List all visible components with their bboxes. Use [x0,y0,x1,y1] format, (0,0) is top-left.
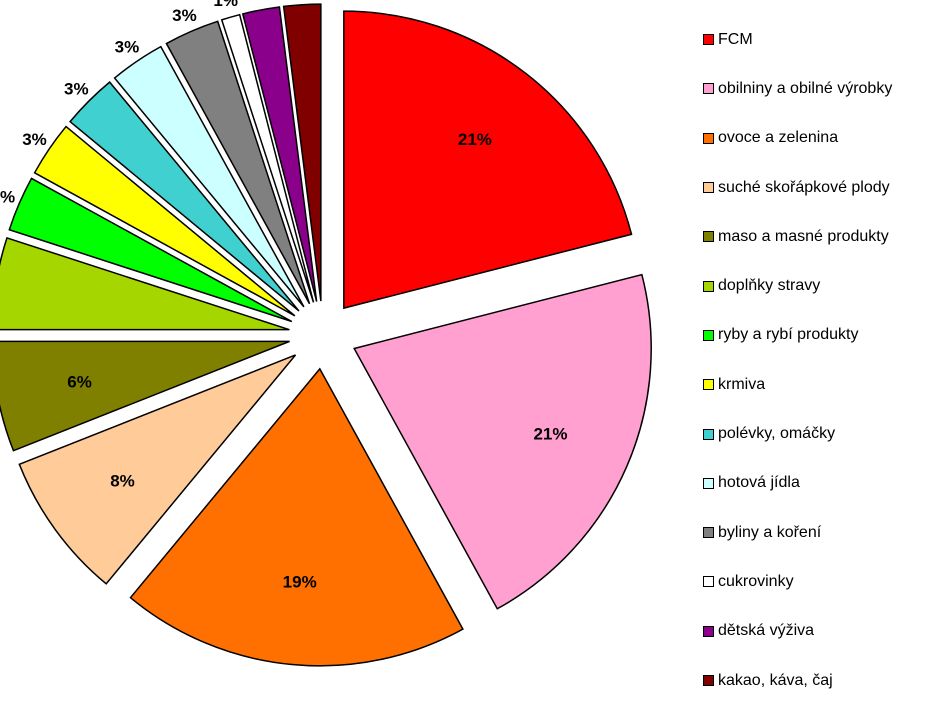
legend-swatch [703,329,714,341]
legend-item: suché skořápkové plody [703,163,892,212]
data-label: 3% [0,187,15,206]
legend-swatch [703,83,714,95]
pie-slice [33,125,296,317]
pie-slice [165,20,311,305]
legend-swatch [703,379,714,391]
pie-slice [241,6,318,302]
pie-slice [343,10,633,310]
legend-swatch [703,477,714,489]
legend-label: doplňky stravy [718,277,821,295]
pie-slice [353,273,652,610]
legend-swatch [703,132,714,144]
legend-swatch [703,182,714,194]
legend-swatch [703,675,714,686]
data-label: 3% [22,130,47,149]
legend-item: polévky, omáčky [703,409,892,458]
pie-slice [18,354,297,585]
pie-chart: 21%21%19%8%6%5%3%3%3%3%3%1%2%2% [0,0,652,667]
data-label: 2% [245,0,270,2]
legend-label: byliny a koření [718,523,822,541]
legend-swatch [703,625,714,637]
pie-slice [129,367,464,667]
data-label: 3% [172,6,197,25]
legend-item: maso a masné produkty [703,212,892,261]
pie-slice [69,81,300,312]
legend-item: ovoce a zelenina [703,114,892,163]
data-label: 19% [283,573,317,592]
legend-label: obilniny a obilné výrobky [718,79,893,97]
legend-item: obilniny a obilné výrobky [703,64,892,113]
legend-label: kakao, káva, čaj [718,671,833,689]
pie-slice [8,177,293,323]
data-label: 21% [458,130,492,149]
pie-slice [113,45,305,308]
legend-label: dětská výživa [718,622,815,640]
chart-legend: FCM obilniny a obilné výrobky ovoce a zele… [703,15,892,705]
pie-slice [282,3,322,302]
data-label: 8% [110,472,135,491]
legend-label: krmiva [718,375,766,393]
legend-swatch [703,34,714,46]
data-label: 21% [533,424,567,443]
data-label: 6% [67,372,92,391]
legend-item: ryby a rybí produkty [703,311,892,360]
legend-item: krmiva [703,360,892,409]
data-label: 1% [213,0,238,10]
legend-label: ovoce a zelenina [718,129,839,147]
legend-item: kakao, káva, čaj [703,656,892,705]
legend-swatch [703,231,714,243]
legend-swatch [703,527,714,539]
pie-slice [0,236,290,331]
legend-label: ryby a rybí produkty [718,326,859,344]
legend-swatch [703,428,714,440]
legend-item: hotová jídla [703,459,892,508]
legend-label: polévky, omáčky [718,425,836,443]
legend-swatch [703,576,714,588]
pie-slice [220,13,315,303]
legend-label: FCM [718,30,753,48]
legend-label: hotová jídla [718,474,800,492]
legend-label: maso a masné produkty [718,227,889,245]
legend-item: doplňky stravy [703,261,892,310]
legend-item: cukrovinky [703,557,892,606]
pie-slice [0,340,290,452]
legend-label: cukrovinky [718,572,794,590]
data-label: 3% [115,37,140,56]
legend-item: byliny a koření [703,508,892,557]
legend-item: dětská výživa [703,607,892,656]
legend-swatch [703,280,714,292]
data-label: 3% [64,79,89,98]
legend-label: suché skořápkové plody [718,178,890,196]
legend-item: FCM [703,15,892,64]
